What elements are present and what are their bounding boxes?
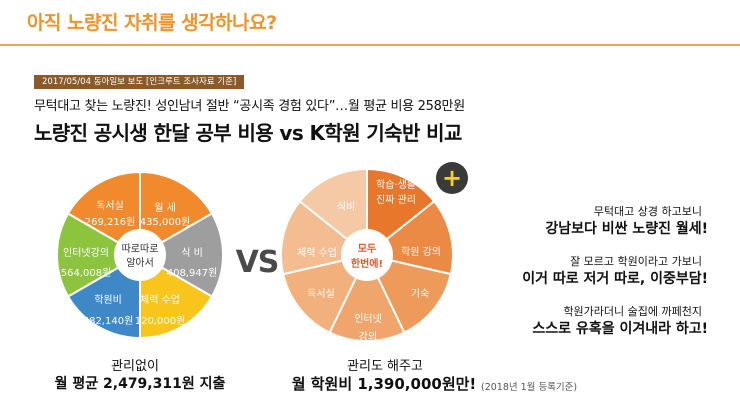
comparison-title: 노량진 공시생 한달 공부 비용 vs K학원 기숙반 비교 — [34, 121, 462, 145]
slice-food — [298, 167, 368, 258]
slice-online — [55, 212, 143, 298]
right-center-label-1: 모두 — [358, 243, 376, 255]
plus-badge — [436, 162, 468, 194]
slice-studyroom — [66, 170, 141, 257]
slice-studyroom — [282, 253, 369, 334]
right-caption-1: 관리도 해주고 — [347, 359, 423, 374]
right-pie-center — [341, 229, 393, 281]
left-caption-2: 월 평균 2,479,311원 지출 — [54, 376, 226, 392]
left-pie-chart: 따로따로 알아서 월 세 435,000원 식 비 408,947원 체력 수업… — [55, 170, 225, 340]
side-note-emphasis: 강남보다 비싼 노량진 월세! — [545, 221, 708, 237]
right-center-label-2: 한번에! — [351, 257, 383, 270]
side-note-line: 학원가라더니 술집에 까페천지 — [563, 305, 702, 318]
side-note-line: 무턱대고 상경 하고보니 — [593, 205, 702, 218]
slice-label: 기숙 — [411, 288, 429, 300]
left-center-label-1: 따로따로 — [122, 243, 159, 255]
slice-label: 월 세 — [154, 202, 176, 214]
banner-divider — [0, 44, 740, 46]
side-note-emphasis: 스스로 유혹을 이겨내라 하고! — [532, 321, 708, 337]
vs-label: VS — [236, 245, 279, 280]
slice-label: 강의 — [359, 331, 377, 343]
slice-label: 체력 수업 — [140, 293, 180, 306]
right-pie-chart: 모두 한번에! 학습·생활 진짜 관리 학원 강의 기숙 인터넷 강의 독서실 … — [280, 162, 468, 343]
source-badge: 2017/05/04 동아일보 보도 [인크루트 조사자료 기준] — [34, 75, 245, 89]
left-caption-1: 관리없이 — [111, 359, 159, 374]
slice-label: 진짜 관리 — [376, 194, 416, 206]
slice-dorm — [365, 253, 452, 334]
slice-label: 학습·생활 — [376, 178, 416, 191]
slice-online — [328, 252, 406, 343]
slice-value: 435,000원 — [140, 216, 191, 228]
slice-management — [366, 167, 436, 258]
side-note-emphasis: 이거 따로 저거 따로, 이중부담! — [522, 271, 708, 287]
slice-fitness — [139, 253, 214, 340]
slice-value: 408,947원 — [167, 267, 218, 279]
slice-label: 독서실 — [96, 200, 124, 212]
slice-value: 682,140원 — [83, 315, 134, 327]
slice-label: 체력 수업 — [297, 246, 337, 259]
slice-label: 인터넷 — [354, 313, 382, 325]
left-center-label-2: 알아서 — [126, 257, 154, 269]
slice-label: 인터넷강의 — [63, 247, 109, 259]
slice-label: 식 비 — [181, 247, 203, 259]
left-pie-center — [114, 229, 166, 281]
slice-value: 269,216원 — [85, 216, 136, 228]
banner-title: 아직 노량진 자취를 생각하나요? — [27, 12, 277, 34]
right-caption-note: (2018년 1월 등록기준) — [481, 382, 578, 393]
slice-value: 564,008원 — [61, 267, 112, 279]
slice-food — [137, 212, 225, 298]
side-note-line: 잘 모르고 학원이라고 가보니 — [570, 255, 702, 268]
slice-label: 학원 강의 — [401, 246, 441, 258]
slice-rent — [139, 170, 214, 257]
slice-label: 독서실 — [307, 288, 335, 300]
top-banner: 아직 노량진 자취를 생각하나요? — [0, 0, 740, 45]
slice-academy — [66, 253, 141, 340]
plus-icon: + — [442, 164, 462, 192]
slice-label: 학원비 — [94, 294, 122, 306]
slice-label: 식비 — [337, 201, 355, 213]
slice-value: 120,000원 — [135, 315, 186, 327]
right-caption-2: 월 학원비 1,390,000원만! — [291, 375, 477, 393]
article-headline: 무턱대고 찾는 노량진! 성인남녀 절반 “공시족 경험 있다”…월 평균 비용… — [34, 99, 465, 114]
